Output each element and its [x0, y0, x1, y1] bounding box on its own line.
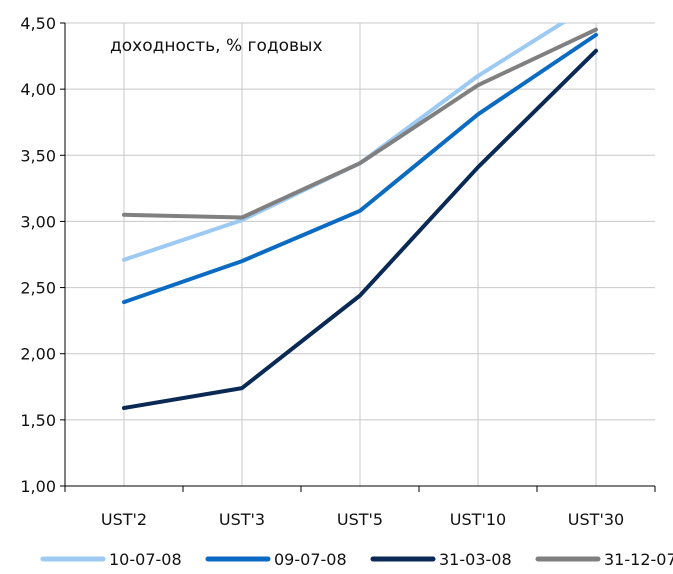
axes: 1,00 1,50 2,00 2,50 3,00 3,50 4,00 4,50 UST'2 UST… — [20, 14, 656, 529]
y-tick-label: 2,50 — [20, 279, 56, 298]
y-tick-label: 4,50 — [20, 14, 56, 33]
x-tick-label: UST'30 — [568, 510, 624, 529]
x-tick-label: UST'10 — [450, 510, 506, 529]
legend-label: 09-07-08 — [274, 550, 347, 569]
chart-annotation: доходность, % годовых — [110, 36, 323, 56]
y-tick-label: 2,00 — [20, 345, 56, 364]
legend-label: 10-07-08 — [109, 550, 182, 569]
y-tick-label: 3,50 — [20, 146, 56, 165]
x-tick-label: UST'5 — [337, 510, 383, 529]
y-tick-label: 3,00 — [20, 212, 56, 231]
legend-label: 31-03-08 — [439, 550, 512, 569]
x-tick-label: UST'2 — [101, 510, 147, 529]
series-lines — [122, 23, 598, 410]
gridlines — [65, 22, 655, 486]
y-tick-label: 1,50 — [20, 411, 56, 430]
series-line-31-12-07 — [122, 27, 598, 220]
series-line-31-03-08 — [122, 48, 598, 410]
legend: 10-07-08 09-07-08 31-03-08 31-12-07 — [40, 550, 673, 569]
y-tick-label: 1,00 — [20, 477, 56, 496]
y-tick-label: 4,00 — [20, 80, 56, 99]
legend-label: 31-12-07 — [604, 550, 673, 569]
series-line-09-07-08 — [122, 32, 598, 305]
x-tick-label: UST'3 — [219, 510, 265, 529]
